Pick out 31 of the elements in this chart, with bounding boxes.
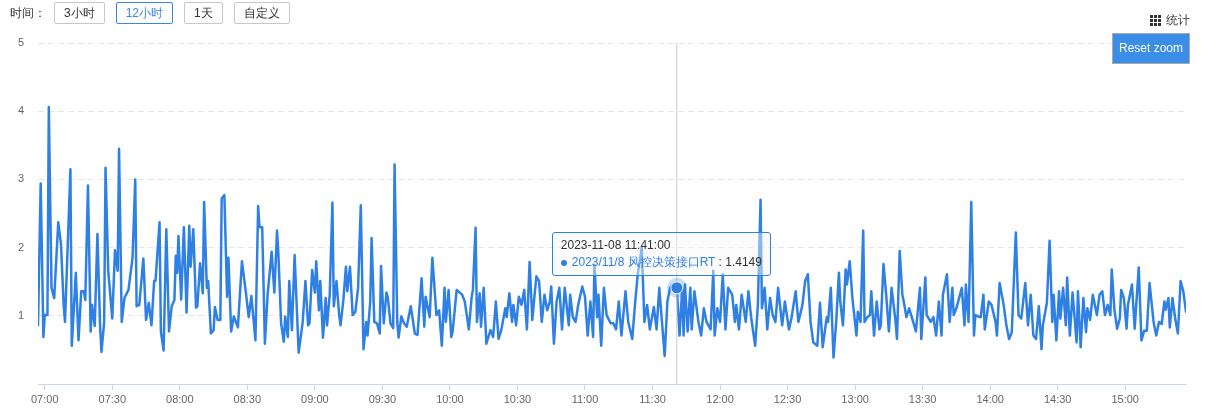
x-tick-label: 09:30 xyxy=(368,392,397,405)
text: 统计 xyxy=(1166,12,1190,29)
x-tick-label: 10:30 xyxy=(503,392,532,405)
range-button: 12小时 xyxy=(115,2,174,24)
x-tick-label: 11:30 xyxy=(639,392,666,405)
legend-label: 2023/11/8 风控决策接口RT xyxy=(571,254,716,269)
y-tick-label: 4 xyxy=(17,104,24,117)
x-tick-label: 13:30 xyxy=(908,392,937,405)
x-tick-label: 09:00 xyxy=(301,392,329,405)
x-tick-label: 08:30 xyxy=(233,392,262,405)
range-button: 自定义 xyxy=(233,2,290,24)
x-tick-label: 14:00 xyxy=(976,392,1004,405)
x-tick-label: 12:00 xyxy=(706,392,734,405)
x-tick-label: 12:30 xyxy=(773,392,802,405)
x-tick-label: 10:00 xyxy=(436,392,464,405)
x-tick-label: 11:00 xyxy=(571,392,599,405)
x-tick-label: 15:00 xyxy=(1111,392,1139,405)
x-tick-label: 08:00 xyxy=(166,392,194,405)
range-button: 1天 xyxy=(184,2,223,24)
y-tick-label: 3 xyxy=(17,172,24,185)
y-tick-label: 5 xyxy=(17,36,24,49)
range-button: 3小时 xyxy=(54,2,105,24)
x-tick-label: 13:00 xyxy=(841,392,869,405)
y-tick-label: 1 xyxy=(17,308,24,321)
x-tick-label: 07:30 xyxy=(98,392,127,405)
text: 时间： xyxy=(10,4,46,22)
y-tick-label: 2 xyxy=(17,240,24,253)
reset-zoom-button: Reset zoom xyxy=(1112,33,1190,64)
x-tick-label: 14:30 xyxy=(1043,392,1072,405)
x-tick-label: 07:00 xyxy=(30,392,59,405)
annotation: 2023-11-08 11:41:00 xyxy=(560,236,672,254)
